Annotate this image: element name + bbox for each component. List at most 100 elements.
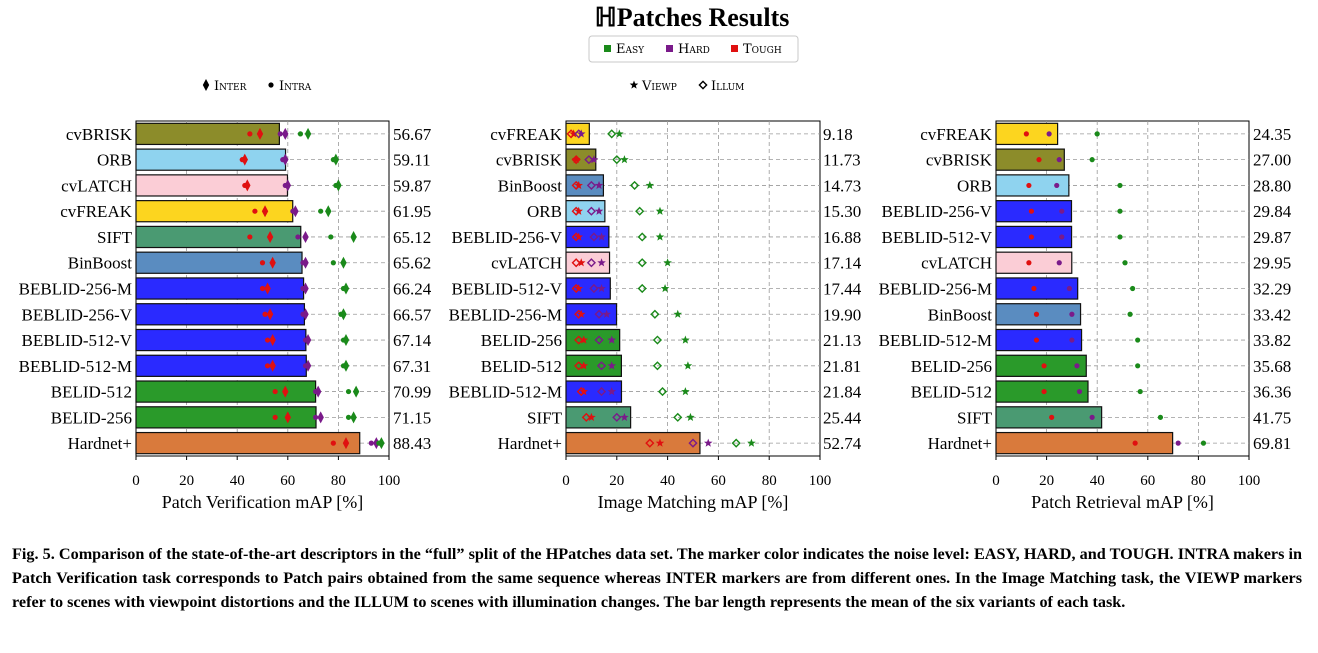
data-marker-easy-star — [655, 232, 665, 241]
category-label: BEBLID-512-V — [22, 331, 133, 350]
data-marker-hard-diamond — [314, 385, 322, 398]
data-marker-tough-dot — [330, 440, 336, 446]
easy-label: Easy — [616, 42, 645, 57]
value-label: 21.81 — [823, 357, 861, 376]
data-marker-hard-dot — [1059, 234, 1065, 240]
value-label: 29.95 — [1253, 254, 1291, 273]
value-label: 11.73 — [823, 151, 861, 170]
data-marker-hard-diamond — [304, 334, 312, 347]
x-tick-label: 0 — [132, 473, 140, 489]
data-marker-tough-star — [579, 335, 589, 344]
data-marker-easy-star — [645, 180, 655, 190]
category-label: BEBLID-512-M — [449, 383, 562, 402]
chart-panel-3: cvFREAK 24.35 cvBRISK 27.00 ORB 28.80 BEBLID-2… — [879, 120, 1292, 512]
data-marker-tough-diamond — [241, 153, 248, 166]
data-marker-tough-dot — [264, 337, 271, 343]
data-marker-tough-diamond — [244, 179, 251, 192]
category-label: SIFT — [957, 408, 993, 427]
bar — [995, 431, 1174, 455]
value-label: 36.36 — [1253, 383, 1291, 402]
data-marker-easy-open-diamond — [731, 438, 741, 448]
data-marker-hard-dot — [1074, 363, 1080, 369]
data-marker-tough-dot — [1041, 363, 1047, 369]
data-marker-easy-diamond — [340, 256, 347, 269]
category-label: BinBoost — [68, 254, 133, 273]
x-tick-label: 40 — [230, 473, 245, 489]
bar — [135, 431, 361, 455]
value-label: 15.30 — [823, 202, 861, 221]
x-tick-label: 60 — [1140, 473, 1155, 489]
data-marker-easy-star — [620, 155, 629, 164]
data-marker-easy-diamond — [342, 359, 350, 372]
bar — [565, 122, 590, 146]
data-marker-hard-star — [620, 412, 629, 421]
category-label: BinBoost — [928, 305, 993, 324]
data-marker-tough-diamond — [269, 256, 276, 269]
data-marker-easy-dot — [328, 234, 334, 240]
x-axis-label: Image Matching mAP [%] — [598, 492, 789, 512]
data-marker-hard-open-diamond — [596, 386, 607, 397]
data-marker-easy-open-diamond — [629, 180, 640, 191]
legend-label: Intra — [279, 79, 312, 94]
data-marker-easy-dot — [1135, 363, 1141, 369]
bar — [135, 354, 307, 377]
category-label: SIFT — [527, 408, 563, 427]
data-marker-easy-diamond — [378, 437, 385, 450]
data-marker-easy-open-diamond — [652, 361, 663, 371]
value-label: 59.87 — [393, 176, 432, 195]
data-marker-tough-dot — [1026, 260, 1032, 266]
category-label: BEBLID-512-M — [879, 331, 992, 350]
data-marker-easy-open-diamond — [657, 386, 668, 397]
data-marker-easy-dot — [1137, 388, 1143, 395]
data-marker-hard-open-diamond — [586, 180, 596, 191]
data-marker-easy-diamond — [350, 230, 357, 243]
data-marker-tough-dot — [1041, 388, 1047, 395]
data-marker-easy-open-diamond — [612, 155, 622, 165]
data-marker-hard-dot — [368, 440, 374, 446]
x-tick-label: 20 — [179, 473, 194, 489]
data-marker-tough-dot — [1023, 131, 1029, 137]
legend-marker-star — [629, 80, 639, 89]
data-marker-easy-dot — [1117, 208, 1123, 214]
value-label: 66.57 — [393, 305, 432, 324]
data-marker-easy-open-diamond — [652, 335, 663, 345]
data-marker-hard-dot — [1059, 208, 1065, 214]
data-marker-hard-dot — [1069, 337, 1075, 343]
value-label: 69.81 — [1253, 434, 1291, 453]
data-marker-hard-star — [607, 387, 616, 396]
data-marker-easy-open-diamond — [607, 129, 617, 139]
data-marker-tough-star — [576, 309, 586, 318]
data-marker-hard-diamond — [304, 359, 312, 372]
value-label: 61.95 — [393, 202, 431, 221]
data-marker-hard-star — [576, 129, 586, 138]
data-marker-tough-diamond — [266, 308, 274, 321]
data-marker-hard-dot — [1066, 285, 1072, 292]
bar — [135, 251, 303, 274]
category-label: ORB — [957, 176, 992, 195]
data-marker-hard-star — [594, 180, 604, 190]
category-label: BELID-256 — [51, 408, 132, 427]
data-marker-tough-dot — [272, 414, 278, 420]
legend-label: Inter — [214, 79, 247, 94]
category-label: cvFREAK — [490, 125, 563, 144]
hpatches-results-figure: ℍPatches Results Easy Hard Tough cvBRISK… — [19, 3, 1292, 512]
data-marker-tough-diamond — [261, 205, 269, 218]
data-marker-tough-open-diamond — [645, 438, 655, 448]
data-marker-tough-diamond — [269, 334, 276, 347]
category-label: BELID-256 — [911, 357, 992, 376]
bar — [995, 174, 1070, 197]
value-label: 16.88 — [823, 228, 861, 247]
data-marker-hard-diamond — [302, 230, 309, 243]
x-tick-label: 40 — [1090, 473, 1105, 489]
data-marker-easy-star — [660, 284, 670, 293]
data-marker-easy-dot — [345, 388, 352, 395]
data-marker-easy-star — [686, 412, 695, 421]
x-tick-label: 20 — [1039, 473, 1054, 489]
data-marker-tough-star — [574, 206, 583, 215]
data-marker-easy-dot — [1157, 414, 1164, 420]
data-marker-tough-diamond — [284, 411, 291, 424]
bar — [565, 354, 622, 377]
bar — [135, 328, 307, 352]
data-marker-easy-star — [681, 335, 690, 344]
data-marker-easy-open-diamond — [637, 258, 647, 268]
